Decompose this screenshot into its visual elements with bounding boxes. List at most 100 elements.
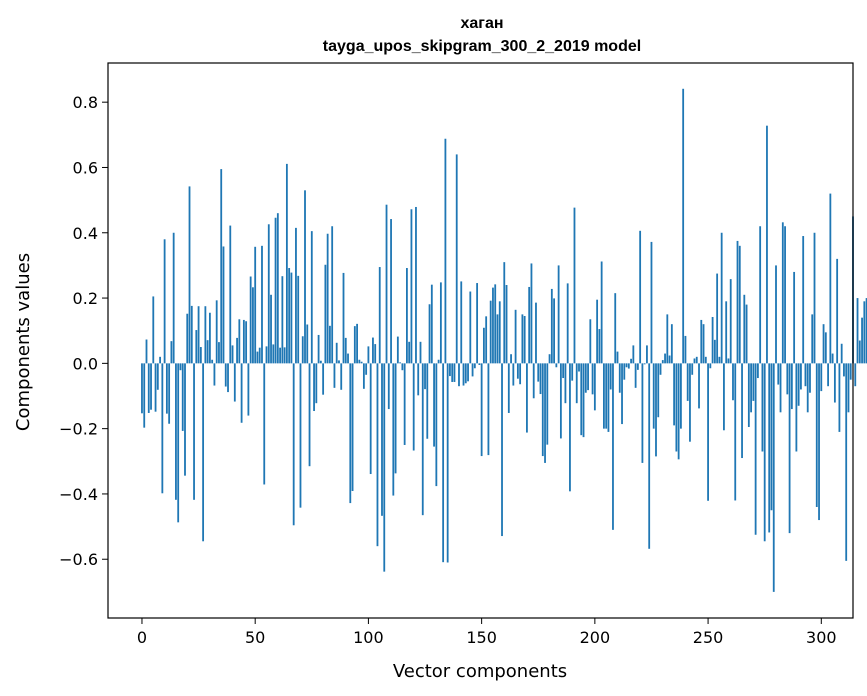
bar-34 — [218, 342, 220, 364]
bar-228 — [657, 363, 660, 418]
bar-143 — [464, 363, 467, 384]
bar-318 — [861, 317, 863, 364]
bar-264 — [738, 245, 741, 364]
bar-166 — [516, 363, 519, 379]
bar-139 — [455, 154, 458, 364]
bar-137 — [451, 363, 454, 382]
x-tick-label: 250 — [693, 628, 724, 647]
bar-50 — [254, 246, 257, 364]
bar-60 — [276, 213, 279, 364]
bar-223 — [646, 345, 648, 364]
bar-244 — [693, 358, 696, 364]
bar-74 — [308, 363, 311, 467]
bar-309 — [840, 343, 843, 364]
bar-112 — [394, 363, 397, 474]
bar-188 — [566, 283, 569, 364]
bar-269 — [750, 363, 752, 413]
bar-40 — [231, 345, 234, 364]
bar-63 — [283, 347, 286, 364]
bar-315 — [854, 363, 857, 387]
bar-197 — [587, 363, 589, 391]
bar-98 — [362, 363, 365, 389]
bar-95 — [356, 323, 358, 364]
bar-89 — [342, 272, 345, 364]
bar-312 — [847, 363, 850, 413]
bar-44 — [240, 363, 243, 423]
bar-10 — [163, 239, 166, 364]
bar-39 — [229, 225, 232, 364]
bar-203 — [600, 261, 603, 364]
bar-209 — [614, 293, 617, 364]
bar-190 — [571, 363, 574, 381]
bar-33 — [215, 300, 218, 364]
y-tick-label: 0.0 — [73, 354, 98, 373]
bar-141 — [460, 281, 463, 364]
bar-68 — [295, 227, 297, 364]
bar-11 — [165, 363, 168, 414]
y-tick-label: 0.2 — [73, 289, 98, 308]
bar-128 — [430, 284, 433, 364]
bar-288 — [793, 271, 796, 364]
bar-9 — [161, 363, 164, 494]
bar-201 — [596, 299, 599, 364]
bar-90 — [344, 337, 347, 364]
bar-66 — [290, 272, 293, 364]
bar-207 — [609, 363, 612, 390]
bar-91 — [347, 353, 349, 364]
bar-320 — [865, 298, 867, 364]
bar-163 — [510, 354, 512, 364]
bar-303 — [827, 363, 829, 387]
bar-256 — [720, 232, 723, 364]
bar-257 — [723, 363, 725, 431]
bar-254 — [716, 273, 719, 364]
bar-83 — [329, 325, 331, 364]
bar-198 — [589, 319, 592, 364]
bar-238 — [680, 363, 682, 429]
bar-28 — [204, 306, 207, 364]
bar-3 — [147, 363, 150, 413]
bar-307 — [836, 258, 839, 364]
bar-313 — [849, 363, 852, 380]
bar-138 — [453, 363, 456, 382]
bar-147 — [473, 363, 476, 369]
bar-148 — [476, 283, 479, 364]
bar-151 — [482, 327, 485, 364]
bar-115 — [401, 363, 404, 371]
bar-222 — [643, 363, 646, 365]
bar-211 — [618, 363, 621, 393]
bar-167 — [519, 363, 522, 385]
bar-232 — [666, 314, 669, 364]
bar-156 — [494, 284, 497, 364]
bar-157 — [496, 314, 499, 364]
bar-164 — [512, 363, 515, 386]
bar-114 — [399, 362, 402, 364]
x-tick-label: 300 — [806, 628, 837, 647]
x-tick-label: 100 — [353, 628, 384, 647]
bar-120 — [412, 363, 415, 451]
bar-161 — [505, 285, 508, 364]
bar-168 — [521, 314, 524, 364]
bar-162 — [507, 363, 510, 413]
bar-311 — [845, 363, 848, 561]
x-tick-label: 0 — [137, 628, 147, 647]
bar-259 — [727, 358, 730, 364]
bar-300 — [820, 363, 823, 392]
bar-178 — [544, 363, 546, 463]
bar-247 — [700, 319, 703, 364]
bar-306 — [833, 363, 836, 403]
x-tick-label: 150 — [466, 628, 497, 647]
bar-189 — [569, 363, 571, 492]
bar-159 — [501, 363, 503, 537]
bar-279 — [772, 363, 775, 592]
bar-176 — [539, 363, 542, 395]
bar-310 — [843, 363, 845, 377]
bar-37 — [224, 363, 227, 387]
bar-296 — [811, 314, 814, 364]
bar-253 — [713, 339, 716, 364]
bar-76 — [313, 363, 315, 412]
bar-59 — [274, 217, 277, 364]
bar-129 — [433, 363, 435, 447]
bar-150 — [480, 363, 483, 457]
bar-204 — [603, 363, 605, 429]
